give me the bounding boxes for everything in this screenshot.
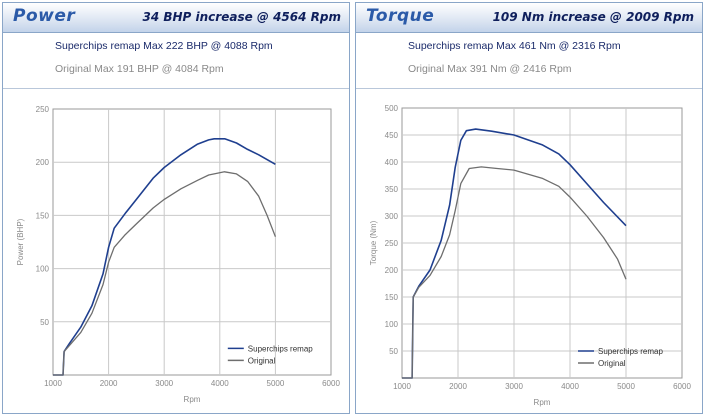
power-legend-label: Superchips remap [248, 344, 313, 353]
torque-legend-label: Original [598, 359, 626, 368]
torque-y-tick-label: 400 [385, 158, 399, 167]
torque-separator [356, 88, 702, 89]
power-x-tick-label: 2000 [100, 379, 118, 388]
power-legend-label: Original [248, 356, 276, 365]
power-x-tick-label: 4000 [211, 379, 229, 388]
power-plot-area [52, 108, 332, 376]
torque-x-tick-label: 5000 [617, 382, 635, 391]
power-chart: 1000 2000 3000 4000 5000 6000 50 100 150 200 250 Rp… [16, 105, 340, 404]
power-y-tick-label: 50 [40, 318, 49, 327]
torque-title: Torque [366, 6, 435, 26]
torque-chart: 1000 2000 3000 4000 5000 6000 50 100 150 200 250 30… [369, 104, 691, 407]
power-original-max: Original Max 191 BHP @ 4084 Rpm [55, 63, 224, 75]
torque-y-tick-label: 100 [385, 320, 399, 329]
torque-y-axis-label: Torque (Nm) [369, 220, 378, 265]
power-x-tick-label: 1000 [44, 379, 62, 388]
power-separator [3, 88, 349, 89]
torque-series-line-original [402, 166, 627, 379]
power-y-axis-label: Power (BHP) [16, 218, 25, 265]
power-x-axis-label: Rpm [184, 395, 201, 404]
power-header: Power 34 BHP increase @ 4564 Rpm [3, 3, 349, 33]
torque-y-tick-label: 350 [385, 185, 399, 194]
torque-legend-label: Superchips remap [598, 347, 663, 356]
torque-series-line-remap [402, 128, 627, 379]
torque-y-tick-label: 200 [385, 266, 399, 275]
power-increase-text: 34 BHP increase @ 4564 Rpm [142, 10, 341, 24]
torque-x-axis-label: Rpm [534, 398, 551, 407]
power-y-tick-label: 200 [36, 158, 50, 167]
power-x-tick-label: 6000 [322, 379, 340, 388]
power-series-line-remap [53, 137, 276, 376]
power-x-tick-label: 3000 [155, 379, 173, 388]
power-series-line-original [53, 171, 277, 376]
power-x-tick-label: 5000 [267, 379, 285, 388]
torque-x-tick-label: 4000 [561, 382, 579, 391]
torque-panel: Torque 109 Nm increase @ 2009 Rpm Superc… [355, 2, 703, 414]
torque-y-tick-label: 500 [385, 104, 399, 113]
torque-remap-max: Superchips remap Max 461 Nm @ 2316 Rpm [408, 40, 621, 52]
torque-header: Torque 109 Nm increase @ 2009 Rpm [356, 3, 702, 33]
torque-y-tick-label: 450 [385, 131, 399, 140]
power-y-tick-label: 150 [36, 211, 50, 220]
torque-y-tick-label: 300 [385, 212, 399, 221]
power-remap-max: Superchips remap Max 222 BHP @ 4088 Rpm [55, 40, 273, 52]
torque-x-tick-label: 2000 [449, 382, 467, 391]
torque-x-tick-label: 6000 [673, 382, 691, 391]
torque-y-tick-label: 250 [385, 239, 399, 248]
torque-increase-text: 109 Nm increase @ 2009 Rpm [492, 10, 694, 24]
torque-original-max: Original Max 391 Nm @ 2416 Rpm [408, 63, 572, 75]
torque-x-tick-label: 3000 [505, 382, 523, 391]
power-title: Power [13, 6, 76, 26]
torque-y-tick-label: 50 [389, 347, 398, 356]
torque-y-tick-label: 150 [385, 293, 399, 302]
torque-x-tick-label: 1000 [393, 382, 411, 391]
power-y-tick-label: 250 [36, 105, 50, 114]
power-y-tick-label: 100 [36, 265, 50, 274]
power-panel: Power 34 BHP increase @ 4564 Rpm Superch… [2, 2, 350, 414]
